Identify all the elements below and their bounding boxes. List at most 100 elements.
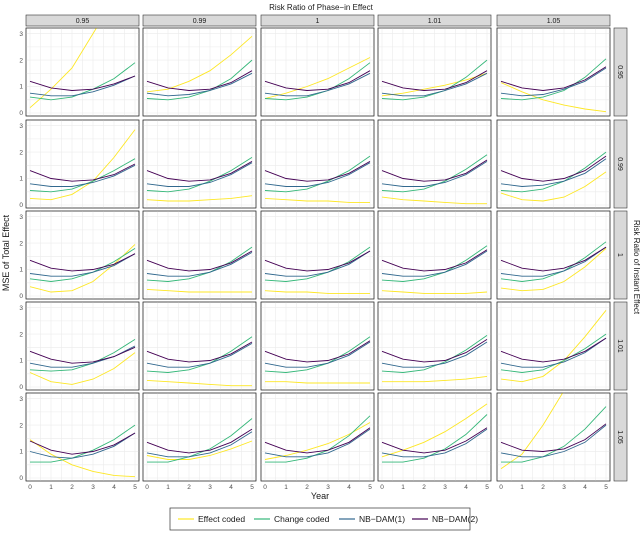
series-line-change-coded [264, 62, 371, 101]
x-tick-label: 2 [422, 484, 426, 491]
facet-panel [496, 392, 611, 482]
col-strip-label: 1.01 [428, 18, 442, 25]
x-tick-label: 0 [263, 484, 267, 491]
series-line-nb-dam-2- [500, 66, 607, 91]
series-line-nb-dam-2- [264, 70, 371, 91]
series-line-effect-coded [264, 290, 370, 294]
series-line-effect-coded [29, 352, 136, 385]
series-line-nb-dam-2- [29, 75, 136, 91]
series-line-change-coded [382, 414, 488, 463]
y-tick-label: 2 [19, 422, 23, 429]
series-line-nb-dam-2- [264, 427, 371, 454]
series-line-nb-dam-2- [264, 340, 371, 363]
row-strip [613, 119, 628, 209]
x-tick-label: 5 [368, 484, 372, 491]
series-line-change-coded [500, 58, 607, 101]
series-line-effect-coded [500, 393, 564, 470]
y-tick-label: 2 [19, 240, 23, 247]
x-tick-label: 0 [380, 484, 384, 491]
col-strip [260, 14, 375, 27]
legend-label: Change coded [274, 514, 330, 524]
row-strip-label: 1 [616, 253, 623, 257]
facet-panel [142, 301, 257, 391]
legend: Effect coded Change coded NB−DAM(1) NB−DAM(… [169, 507, 478, 531]
y-tick-label: 0 [19, 384, 23, 391]
x-tick-label: 0 [145, 484, 149, 491]
x-tick-label: 0 [499, 484, 503, 491]
facet-panel [377, 210, 492, 300]
col-strip [496, 14, 611, 27]
row-strip [613, 210, 628, 300]
series-line-change-coded [381, 154, 488, 193]
series-line-effect-coded [146, 35, 253, 93]
facet-panel [260, 119, 375, 209]
y-tick-label: 0 [19, 202, 23, 209]
facet-grid: 0.95 0.99 1 1.01 1.05 0.95 0.99 1 1.01 1.05 0 1 2 3 0 1… [19, 14, 628, 491]
series-line-change-coded [500, 151, 607, 193]
series-line-nb-dam-2- [381, 339, 488, 363]
y-tick-label: 1 [19, 176, 23, 183]
col-strip-label: 1.05 [547, 18, 561, 25]
series-line-change-coded [500, 333, 607, 373]
series-line-change-coded [381, 335, 488, 373]
col-strip-label: 0.95 [76, 18, 90, 25]
series-line-nb-dam-2- [29, 253, 136, 272]
series-line-effect-coded [146, 379, 252, 387]
series-line-nb-dam-1- [264, 162, 371, 187]
series-line-nb-dam-1- [500, 337, 607, 368]
series-line-effect-coded [264, 197, 370, 203]
series-line-effect-coded [381, 403, 488, 458]
legend-label: NB−DAM(2) [432, 514, 478, 524]
series-line-nb-dam-2- [29, 163, 136, 182]
y-tick-label: 1 [19, 84, 23, 91]
y-tick-label: 3 [19, 31, 23, 38]
series-line-nb-dam-2- [381, 427, 488, 454]
facet-panel [25, 210, 140, 300]
series-line-nb-dam-2- [500, 337, 607, 363]
series-line-nb-dam-2- [264, 161, 371, 182]
x-tick-label: 2 [541, 484, 545, 491]
series-line-effect-coded [29, 244, 136, 293]
row-strip [613, 27, 628, 117]
series-line-change-coded [264, 155, 371, 193]
y-tick-label: 1 [19, 358, 23, 365]
series-line-nb-dam-1- [146, 252, 253, 277]
series-line-change-coded [146, 59, 253, 101]
series-line-nb-dam-1- [381, 72, 488, 97]
y-tick-label: 0 [19, 110, 23, 117]
series-line-effect-coded [29, 439, 136, 478]
series-line-change-coded [147, 418, 253, 463]
series-line-nb-dam-2- [146, 428, 253, 454]
facet-panel [142, 119, 257, 209]
y-tick-label: 1 [19, 449, 23, 456]
series-line-nb-dam-2- [381, 70, 488, 91]
series-line-change-coded [381, 245, 488, 282]
row-strip-label: 0.95 [616, 65, 623, 79]
series-line-nb-dam-1- [500, 424, 607, 458]
series-line-nb-dam-1- [264, 428, 371, 458]
x-tick-label: 2 [187, 484, 191, 491]
series-line-nb-dam-2- [500, 423, 607, 452]
row-strip [613, 392, 628, 482]
series-line-nb-dam-1- [29, 253, 136, 277]
y-tick-label: 3 [19, 123, 23, 130]
row-strip [613, 301, 628, 391]
x-tick-label: 5 [604, 484, 608, 491]
series-line-nb-dam-2- [146, 161, 253, 182]
y-tick-label: 1 [19, 267, 23, 274]
series-line-nb-dam-1- [381, 341, 488, 368]
x-tick-label: 2 [305, 484, 309, 491]
series-line-nb-dam-1- [29, 432, 136, 459]
facet-panel [260, 27, 375, 117]
facet-panel [496, 27, 611, 117]
series-line-nb-dam-1- [146, 72, 253, 97]
legend-label: Effect coded [198, 514, 245, 524]
x-tick-label: 3 [91, 484, 95, 491]
series-line-effect-coded [29, 28, 97, 109]
col-strip [142, 14, 257, 27]
series-line-effect-coded [264, 57, 371, 99]
series-line-nb-dam-1- [264, 72, 371, 97]
x-tick-label: 2 [70, 484, 74, 491]
x-axis-title: Year [311, 491, 329, 501]
series-line-effect-coded [146, 440, 253, 460]
